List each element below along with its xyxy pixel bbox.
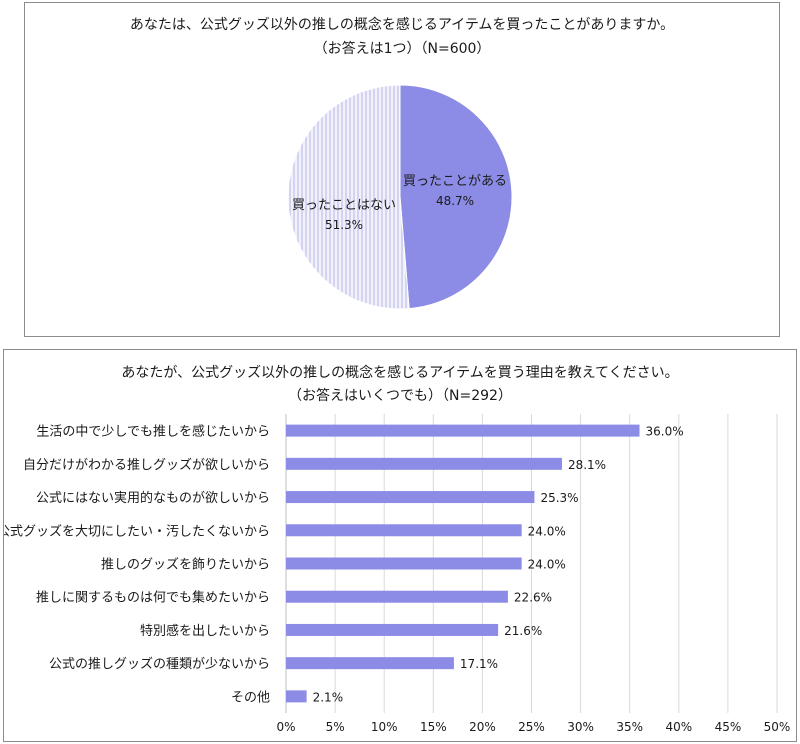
category-label: 公式の推しグッズの種類が少ないから — [49, 656, 270, 672]
pie-slice — [287, 84, 410, 310]
category-label: 公式グッズを大切にしたい・汚したくないから — [4, 523, 270, 539]
x-tick-label: 15% — [420, 720, 447, 734]
bar-value-label: 36.0% — [646, 425, 684, 439]
bar-chart-title: あなたが、公式グッズ以外の推しの概念を感じるアイテムを買う理由を教えてください。 — [121, 365, 679, 381]
bar-value-label: 25.3% — [540, 491, 578, 505]
x-tick-label: 35% — [616, 720, 643, 734]
bar-value-label: 22.6% — [514, 591, 552, 605]
bar — [286, 491, 535, 504]
pie-chart-panel: あなたは、公式グッズ以外の推しの概念を感じるアイテムを買ったことがありますか。 … — [24, 2, 780, 337]
category-label: 生活の中で少しでも推しを感じたいから — [36, 424, 270, 440]
bar-chart-subtitle: （お答えはいくつでも）（N=292） — [288, 388, 512, 404]
x-tick-label: 40% — [665, 720, 692, 734]
x-tick-label: 10% — [371, 720, 398, 734]
bar — [286, 457, 562, 470]
pie-chart-title: あなたは、公式グッズ以外の推しの概念を感じるアイテムを買ったことがありますか。 — [129, 17, 675, 33]
bar-value-label: 24.0% — [528, 558, 566, 572]
x-tick-label: 45% — [715, 720, 742, 734]
pie-chart-subtitle: （お答えは1つ）（N=600） — [313, 41, 491, 57]
category-label: その他 — [231, 690, 270, 705]
category-label: 推しに関するものは何でも集めたいから — [36, 590, 270, 606]
x-tick-label: 5% — [326, 720, 345, 734]
bar-value-label: 24.0% — [528, 524, 566, 538]
category-label: 公式にはない実用的なものが欲しいから — [36, 490, 270, 506]
pie-slice-label: 買ったことがある — [403, 174, 507, 189]
x-tick-label: 50% — [764, 720, 791, 734]
x-tick-label: 20% — [469, 720, 496, 734]
pie-slice-value-label: 51.3% — [325, 218, 363, 232]
pie-slice — [399, 84, 513, 310]
x-tick-label: 25% — [518, 720, 545, 734]
bar — [286, 557, 522, 570]
bar — [286, 424, 640, 437]
bar — [286, 657, 454, 670]
pie-slice-label: 買ったことはない — [292, 198, 396, 213]
bar — [286, 690, 307, 703]
category-label: 特別感を出したいから — [140, 623, 270, 639]
bar — [286, 623, 499, 636]
bar-value-label: 17.1% — [460, 657, 498, 671]
bar-chart-panel: あなたが、公式グッズ以外の推しの概念を感じるアイテムを買う理由を教えてください。… — [3, 349, 797, 742]
x-tick-label: 30% — [567, 720, 594, 734]
category-label: 推しのグッズを飾りたいから — [101, 557, 270, 573]
bar — [286, 524, 522, 537]
x-tick-label: 0% — [276, 720, 295, 734]
pie-chart: 買ったことがある 48.7% 買ったことはない 51.3% — [287, 84, 513, 310]
bar-chart: 0% 5% 10% 15% 20% 25% 30% 35% 40% 45% 50% 生活の中で少しでも… — [4, 414, 791, 734]
bar-value-label: 21.6% — [504, 624, 542, 638]
bar-value-label: 28.1% — [568, 458, 606, 472]
bar — [286, 590, 508, 603]
bar-value-label: 2.1% — [313, 690, 344, 704]
pie-slice-value-label: 48.7% — [436, 194, 474, 208]
category-label: 自分だけがわかる推しグッズが欲しいから — [23, 457, 270, 473]
